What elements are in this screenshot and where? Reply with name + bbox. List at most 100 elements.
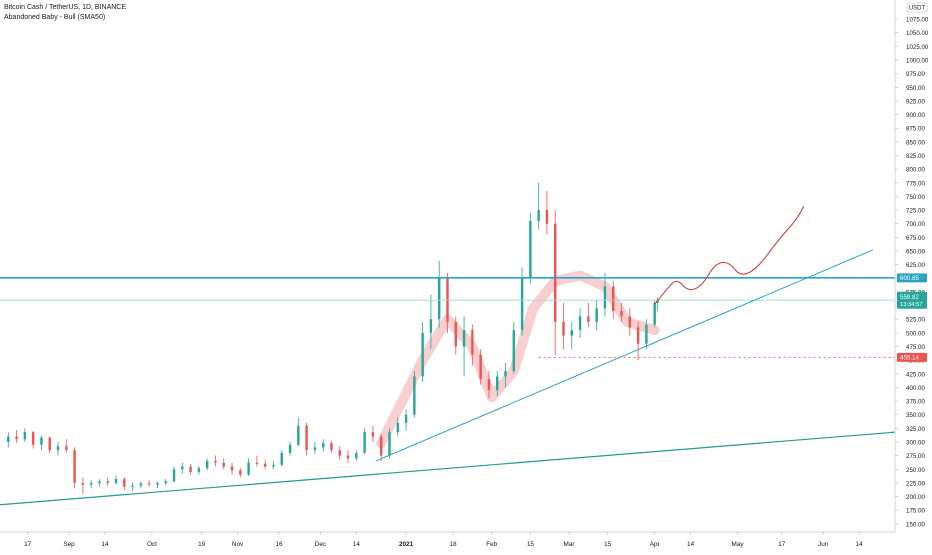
highlight-stroke-layer	[376, 270, 660, 449]
long-support-line	[0, 431, 896, 506]
y-tick-label: 725.00	[906, 208, 925, 215]
candle-body	[98, 481, 101, 483]
y-tick-label: 200.00	[906, 494, 925, 501]
candle-body	[65, 446, 68, 451]
candle-body	[612, 286, 615, 312]
candle	[89, 480, 93, 489]
rising-trendline	[375, 249, 874, 462]
candle	[56, 441, 60, 456]
y-tick-label: 800.00	[906, 167, 925, 174]
candle	[520, 267, 524, 336]
candle	[181, 462, 184, 474]
candle-body	[421, 332, 424, 377]
candle	[645, 319, 648, 350]
candle	[529, 212, 532, 284]
candle-body	[653, 302, 656, 325]
candle-body	[346, 455, 350, 459]
candle-body	[595, 308, 598, 322]
candle	[578, 308, 582, 339]
candle	[338, 446, 341, 460]
candle	[462, 316, 466, 377]
candle	[164, 479, 167, 486]
candle-body	[164, 481, 167, 483]
candle	[48, 436, 51, 453]
candle	[114, 475, 118, 485]
resistance-price-tag-label: 600.85	[900, 275, 919, 282]
y-tick-label: 650.00	[906, 248, 925, 255]
y-tick-label: 975.00	[906, 71, 925, 78]
candle-body	[131, 485, 134, 487]
candle	[380, 433, 383, 462]
candle-body	[181, 466, 184, 470]
candle	[413, 371, 416, 418]
candles-layer	[7, 182, 659, 494]
indicator-title[interactable]: Abandoned Baby - Bull (SMA50)	[4, 14, 106, 21]
candle	[330, 440, 333, 453]
x-tick-label: Mar	[564, 541, 576, 548]
candle-body	[479, 354, 482, 380]
x-tick-label: 14	[687, 541, 695, 548]
x-tick-label: 14	[353, 541, 361, 548]
candle	[404, 409, 408, 432]
candle	[363, 428, 366, 454]
candle	[545, 190, 549, 235]
x-tick-label: 19	[198, 541, 206, 548]
candle	[487, 371, 491, 399]
y-tick-label: 950.00	[906, 85, 925, 92]
candle-body	[636, 327, 640, 344]
candle	[247, 458, 250, 476]
candle	[197, 465, 201, 475]
candle	[562, 302, 565, 350]
candle-body	[529, 220, 532, 279]
candle	[346, 450, 350, 463]
candle	[388, 428, 391, 459]
y-tick-label: 1000.00	[906, 58, 929, 65]
candle	[40, 435, 43, 451]
x-tick-label: 14	[856, 541, 864, 548]
candle	[512, 321, 515, 374]
candle	[620, 302, 623, 322]
candle-body	[330, 443, 333, 451]
candle	[230, 462, 234, 475]
candle-body	[288, 444, 292, 453]
candle-body	[628, 316, 632, 328]
time-axis: 17 Sep 14 Oct 19 Nov 16 Dec 14 2021 18 Feb 15 Mar 15 Ap…	[0, 531, 932, 550]
candle	[371, 425, 375, 442]
candle-body	[603, 286, 607, 309]
candle-body	[313, 447, 317, 451]
candle	[139, 481, 143, 489]
candle	[222, 458, 225, 470]
x-tick-label: May	[732, 541, 745, 548]
candle-body	[172, 469, 176, 482]
candle	[429, 294, 433, 350]
y-tick-label: 525.00	[906, 317, 925, 324]
x-tick-label: 2021	[399, 541, 414, 548]
chart-legend: Bitcoin Cash / TetherUS, 1D, BINANCE Aba…	[4, 3, 126, 23]
symbol-title[interactable]: Bitcoin Cash / TetherUS, 1D, BINANCE	[4, 4, 127, 11]
candle-body	[123, 479, 126, 487]
candle-body	[255, 462, 259, 464]
candle-body	[462, 330, 466, 347]
x-tick-label: Sep	[63, 541, 75, 548]
projection-sketch	[654, 206, 805, 305]
candle	[65, 439, 68, 453]
candle-body	[189, 466, 192, 472]
x-tick-label: 16	[275, 541, 283, 548]
candle-body	[371, 432, 375, 437]
candle	[73, 447, 76, 489]
y-tick-label: 850.00	[906, 139, 925, 146]
candle-body	[31, 432, 35, 445]
candle-body	[587, 316, 590, 322]
y-tick-label: 175.00	[906, 508, 925, 515]
x-tick-label: 17	[778, 541, 786, 548]
candle	[471, 324, 474, 366]
candle	[263, 459, 267, 470]
candle-body	[89, 482, 93, 485]
candle-body	[620, 311, 623, 317]
candle-body	[81, 482, 85, 485]
x-tick-label: Nov	[232, 541, 244, 548]
candle	[81, 477, 85, 494]
